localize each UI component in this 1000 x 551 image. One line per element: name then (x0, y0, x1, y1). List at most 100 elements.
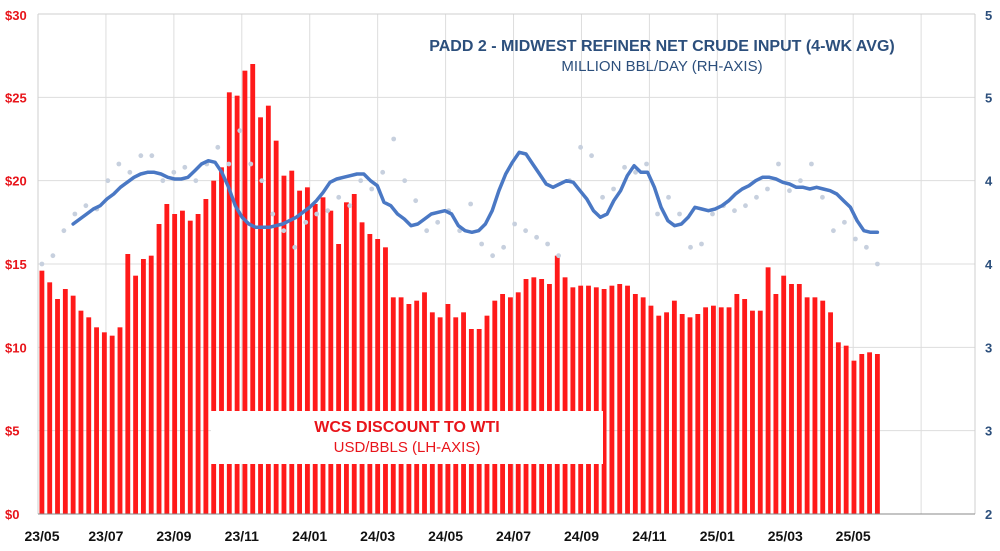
left-axis-tick-label: $25 (5, 90, 27, 105)
bar (156, 224, 162, 514)
scatter-point (688, 244, 693, 250)
scatter-point (699, 241, 704, 247)
bar (554, 255, 560, 515)
scatter-point (193, 178, 199, 184)
scatter-point (501, 244, 507, 250)
bar (789, 284, 794, 514)
x-axis-tick-label: 24/07 (496, 528, 531, 544)
bar (664, 312, 669, 514)
left-axis-ticks: $0 $5 $10 $15 $20 $25 $30 (5, 8, 27, 522)
bar (211, 180, 217, 515)
scatter-point (534, 234, 539, 240)
x-axis-tick-label: 25/03 (768, 528, 803, 544)
bar (289, 170, 295, 515)
scatter-point (83, 203, 89, 209)
bar (773, 294, 779, 514)
scatter-point (787, 188, 792, 194)
bar (507, 297, 513, 514)
x-axis-ticks: 23/05 23/07 23/09 23/11 24/01 24/03 24/05 24/07… (24, 528, 870, 544)
bar (578, 285, 584, 514)
bar-series-label-box (211, 411, 603, 464)
bar (695, 314, 701, 514)
scatter-point (611, 186, 616, 192)
bar (281, 175, 287, 515)
bar (515, 292, 521, 514)
bar (47, 282, 53, 514)
bar (234, 95, 240, 515)
right-axis-tick-label: 5 (985, 90, 992, 105)
bar (195, 214, 201, 514)
scatter-point (380, 169, 386, 175)
scatter-point (402, 178, 408, 184)
scatter-point (644, 161, 649, 167)
scatter-point (875, 261, 880, 267)
scatter-point (226, 161, 232, 167)
bar (140, 259, 146, 514)
x-axis-tick-label: 23/11 (225, 528, 259, 544)
right-axis-tick-label: 3 (985, 424, 992, 439)
bar (250, 64, 256, 514)
scatter-point (292, 244, 298, 250)
scatter-point (743, 203, 748, 209)
bar (851, 360, 857, 514)
scatter-point (710, 211, 715, 217)
bar (398, 297, 404, 514)
bar (679, 314, 685, 514)
bar (796, 284, 802, 514)
bar (843, 345, 849, 514)
bar (593, 287, 599, 514)
line-4wk-avg (71, 150, 880, 235)
scatter-point (633, 169, 638, 175)
bar (406, 304, 412, 514)
chart-title: PADD 2 - MIDWEST REFINER NET CRUDE INPUT… (429, 38, 894, 55)
x-axis-tick-label: 24/11 (632, 528, 666, 544)
bar (258, 117, 263, 514)
scatter-point (512, 221, 518, 227)
bar-series-title: WCS DISCOUNT TO WTI (314, 419, 499, 436)
bar (94, 327, 99, 514)
bar (539, 279, 545, 514)
scatter-point (545, 241, 550, 247)
bar-series (39, 64, 880, 515)
x-axis-tick-label: 25/05 (836, 528, 871, 544)
bar (320, 197, 326, 514)
bar (625, 285, 630, 514)
scatter-point (50, 253, 56, 259)
bar (78, 310, 84, 514)
x-axis-tick-label: 23/05 (24, 528, 59, 544)
bar-series-subtitle: USD/BBLS (LH-AXIS) (334, 439, 481, 456)
bar (820, 300, 826, 514)
x-axis-tick-label: 24/01 (292, 528, 327, 544)
bar (765, 267, 771, 514)
bar (586, 285, 591, 514)
bar (148, 255, 154, 515)
bar (703, 307, 709, 514)
scatter-point (270, 211, 276, 217)
bar (125, 254, 131, 514)
bar (133, 275, 139, 514)
left-axis-tick-label: $5 (5, 424, 19, 439)
left-axis-tick-label: $10 (5, 340, 27, 355)
scatter-point (248, 161, 254, 167)
bar (328, 210, 334, 515)
scatter-point (468, 201, 474, 207)
bar (164, 204, 170, 514)
scatter-point (314, 211, 320, 217)
bar (492, 300, 498, 514)
bar (375, 239, 381, 514)
scatter-point (589, 153, 594, 159)
scatter-point (622, 164, 627, 170)
scatter-point (358, 178, 364, 184)
bar (531, 277, 537, 514)
bar (547, 284, 552, 514)
bar (109, 335, 115, 514)
scatter-point (171, 169, 177, 175)
scatter-point (369, 186, 375, 192)
scatter-point (853, 236, 858, 242)
bar (304, 187, 310, 514)
scatter-point (160, 178, 166, 184)
left-axis-tick-label: $30 (5, 8, 27, 23)
bar (523, 279, 529, 514)
bar (640, 297, 646, 514)
